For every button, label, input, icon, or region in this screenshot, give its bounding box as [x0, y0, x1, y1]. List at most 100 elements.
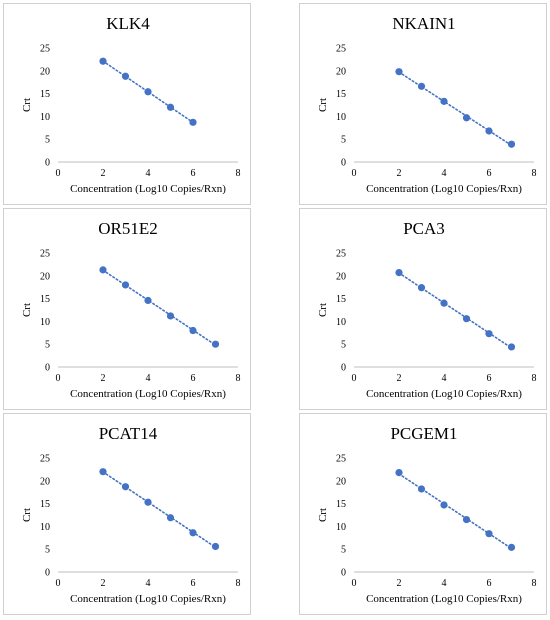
x-axis-label: Concentration (Log10 Copies/Rxn): [366, 183, 522, 195]
x-tick-label: 4: [442, 578, 447, 589]
chart-title: NKAIN1: [392, 14, 455, 33]
x-tick-label: 0: [56, 578, 61, 589]
chart-panel-pcgem1: PCGEM1 0 5 10 15 20 25 0 2 4 6 8 Concentration (Log1…: [299, 413, 547, 615]
y-tick-label: 20: [40, 476, 50, 487]
y-tick-label: 5: [341, 340, 346, 351]
x-tick-label: 2: [397, 373, 402, 384]
trendline: [398, 473, 513, 550]
y-tick-label: 0: [341, 363, 346, 374]
x-tick-label: 8: [532, 373, 537, 384]
x-tick-label: 0: [352, 373, 357, 384]
y-tick-label: 20: [336, 271, 346, 282]
x-tick-label: 2: [397, 168, 402, 179]
y-axis-label: Crt: [21, 508, 33, 522]
data-point: [99, 468, 107, 476]
x-tick-label: 2: [101, 578, 106, 589]
y-axis-label: Crt: [317, 98, 329, 112]
trendline: [398, 272, 513, 349]
y-tick-label: 10: [40, 317, 50, 328]
trendline: [102, 471, 217, 549]
data-point: [395, 68, 403, 76]
y-tick-label: 25: [336, 454, 346, 465]
x-axis-label: Concentration (Log10 Copies/Rxn): [70, 388, 226, 400]
x-axis-label: Concentration (Log10 Copies/Rxn): [366, 388, 522, 400]
chart-svg: PCA3 0 5 10 15 20 25 0 2 4 6 8 Concentration (Log10 …: [317, 219, 537, 400]
chart-title: PCAT14: [99, 424, 158, 443]
x-axis-label: Concentration (Log10 Copies/Rxn): [70, 593, 226, 605]
data-point: [144, 88, 152, 96]
data-point: [395, 269, 403, 277]
y-tick-label: 15: [336, 499, 346, 510]
x-tick-label: 4: [146, 373, 151, 384]
x-tick-label: 4: [442, 168, 447, 179]
x-tick-label: 2: [101, 168, 106, 179]
y-axis-label: Crt: [317, 508, 329, 522]
x-tick-label: 0: [56, 373, 61, 384]
x-tick-label: 8: [532, 168, 537, 179]
data-point: [121, 281, 130, 289]
chart-panel-klk4: KLK4 0 5 10 15 20 25 0 2 4 6 8 Concentration (Log10 …: [3, 3, 251, 205]
y-tick-label: 0: [45, 568, 50, 579]
data-point: [417, 82, 426, 90]
x-tick-label: 4: [146, 168, 151, 179]
data-point: [462, 515, 471, 524]
data-point: [99, 57, 107, 65]
data-point: [144, 296, 152, 305]
y-tick-label: 5: [45, 545, 50, 556]
x-tick-label: 4: [442, 373, 447, 384]
data-point: [144, 498, 152, 506]
data-point: [507, 140, 516, 148]
data-point: [211, 542, 220, 551]
x-tick-label: 8: [532, 578, 537, 589]
data-point: [462, 114, 471, 122]
data-point: [189, 118, 197, 126]
x-tick-label: 6: [191, 578, 196, 589]
data-point: [211, 340, 220, 348]
data-point: [440, 97, 448, 105]
data-point: [417, 284, 426, 292]
data-point: [507, 543, 516, 551]
y-tick-label: 0: [45, 363, 50, 374]
x-axis-label: Concentration (Log10 Copies/Rxn): [70, 183, 226, 195]
y-tick-label: 25: [40, 454, 50, 465]
y-tick-label: 25: [336, 44, 346, 55]
chart-panel-nkain1: NKAIN1 0 5 10 15 20 25 0 2 4 6 8 Concentration (Log1…: [299, 3, 547, 205]
y-tick-label: 5: [341, 545, 346, 556]
y-tick-label: 20: [336, 66, 346, 77]
x-tick-label: 6: [487, 373, 492, 384]
x-tick-label: 6: [191, 168, 196, 179]
y-tick-label: 25: [336, 249, 346, 260]
trendline: [102, 60, 194, 124]
data-point: [395, 468, 403, 477]
x-tick-label: 0: [56, 168, 61, 179]
data-point: [485, 530, 493, 538]
y-tick-label: 0: [341, 568, 346, 579]
chart-svg: PCGEM1 0 5 10 15 20 25 0 2 4 6 8 Concentration (Log1…: [317, 424, 537, 605]
data-point: [166, 103, 175, 111]
y-tick-label: 10: [40, 112, 50, 123]
y-axis-label: Crt: [21, 303, 33, 317]
x-tick-label: 0: [352, 578, 357, 589]
x-tick-label: 6: [487, 168, 492, 179]
data-point: [507, 343, 516, 351]
chart-title: PCA3: [403, 219, 445, 238]
y-tick-label: 5: [341, 135, 346, 146]
y-axis-label: Crt: [317, 303, 329, 317]
x-tick-label: 2: [101, 373, 106, 384]
data-point: [485, 127, 493, 135]
y-tick-label: 20: [40, 271, 50, 282]
y-tick-label: 10: [336, 317, 346, 328]
y-tick-label: 5: [45, 340, 50, 351]
y-tick-label: 20: [40, 66, 50, 77]
data-point: [462, 315, 471, 323]
y-tick-label: 25: [40, 44, 50, 55]
data-point: [166, 312, 175, 320]
y-tick-label: 25: [40, 249, 50, 260]
chart-panel-or51e2: OR51E2 0 5 10 15 20 25 0 2 4 6 8 Concentration (Log1…: [3, 208, 251, 410]
data-point: [417, 485, 426, 493]
data-point: [485, 330, 493, 338]
y-tick-label: 10: [336, 522, 346, 533]
data-point: [121, 483, 130, 491]
chart-title: KLK4: [106, 14, 150, 33]
y-tick-label: 20: [336, 476, 346, 487]
